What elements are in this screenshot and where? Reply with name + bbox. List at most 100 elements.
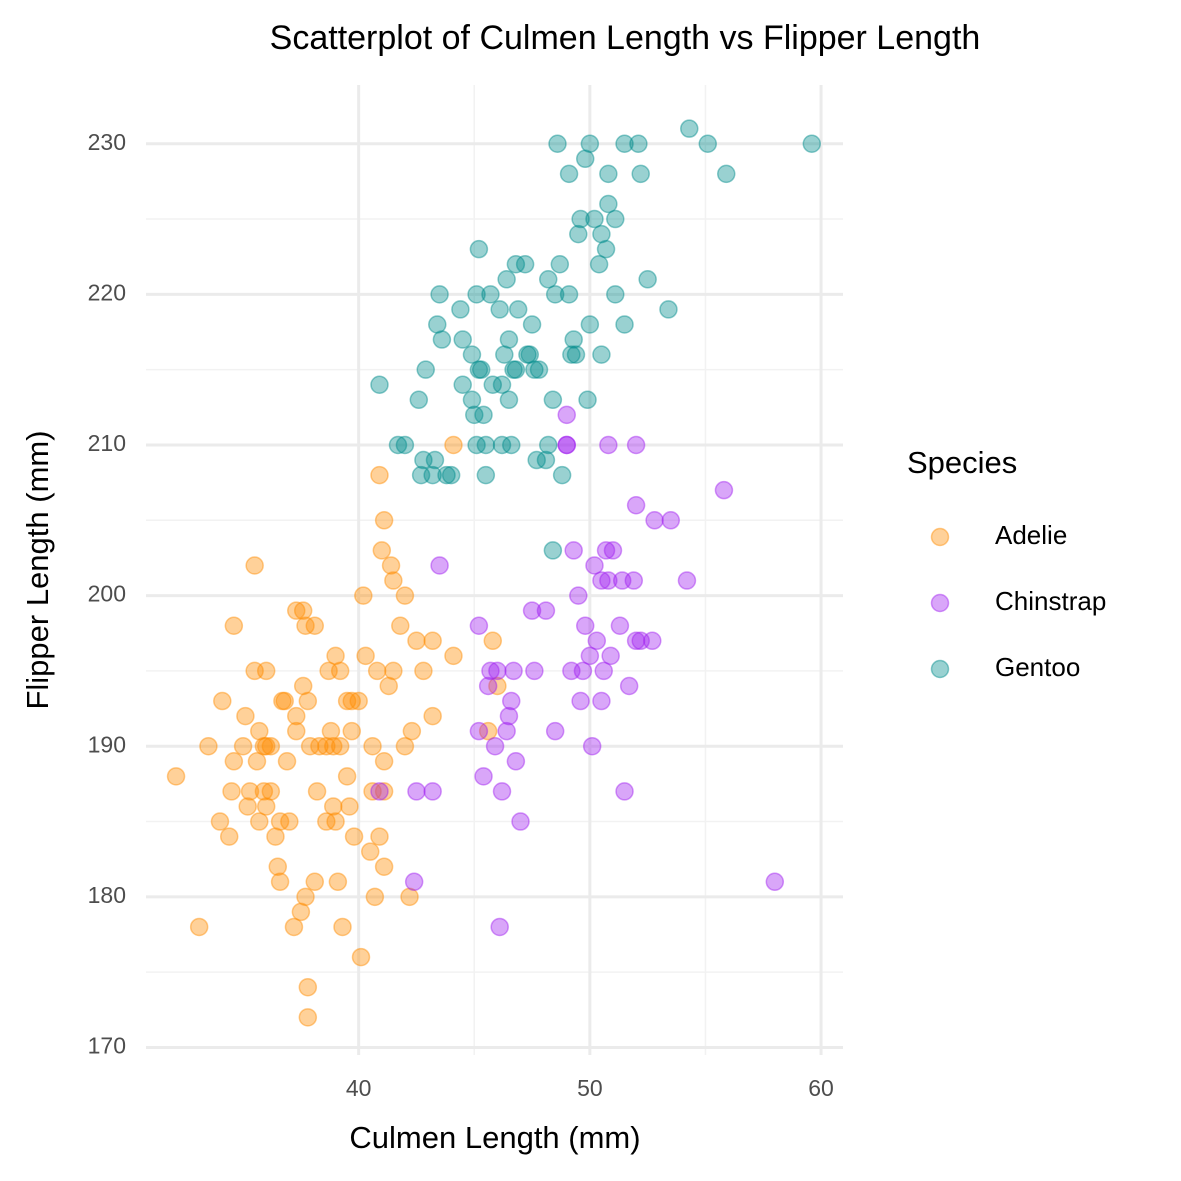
point [569,224,588,244]
point [569,586,588,605]
point [404,872,424,892]
point [485,736,505,756]
point [298,691,318,711]
point [499,706,519,726]
point [504,661,523,681]
point [324,797,343,816]
point [645,511,664,530]
point [250,812,269,831]
point [483,631,503,651]
point [349,691,368,711]
legend-label: Chinstrap [995,586,1106,616]
point [624,571,644,590]
point [261,736,281,756]
point [659,300,678,319]
point [199,736,218,756]
point [502,691,521,711]
point [317,736,336,756]
point [296,887,315,907]
point [224,752,244,771]
point [395,586,415,605]
point [444,646,463,666]
point [370,465,389,485]
x-axis-label: Culmen Length (mm) [349,1120,640,1155]
point [432,330,452,349]
point [615,315,634,334]
point [585,556,604,575]
point [284,917,304,937]
point [238,797,257,816]
point [400,887,419,907]
point [423,465,442,485]
point [319,661,338,681]
point [305,616,325,635]
point [467,285,486,304]
point [488,661,507,681]
point [395,435,415,455]
point [497,270,516,289]
point [481,661,500,681]
point [612,571,632,590]
x-tick-label: 50 [577,1075,603,1101]
point [247,752,267,771]
point [430,556,449,575]
y-tick-label: 200 [88,581,126,607]
point [592,691,611,711]
point [261,782,281,801]
point [245,661,264,681]
point [527,450,546,470]
point [363,782,382,801]
point [370,782,389,801]
point [571,691,590,711]
point [478,676,498,696]
point [483,375,503,394]
point [714,480,734,500]
point [298,977,318,997]
point [506,360,526,379]
point [610,616,630,635]
point [522,315,542,334]
point [465,405,484,425]
point [599,435,618,455]
point [287,601,306,620]
point [469,360,489,379]
point [342,721,361,741]
point [575,616,595,635]
point [585,209,604,229]
point [596,541,616,560]
point [444,435,463,455]
point [562,661,581,681]
point [578,390,597,410]
point [360,842,380,861]
point [391,616,410,635]
point [559,164,579,184]
point [254,782,274,801]
point [594,661,613,681]
point [273,691,292,711]
point [552,465,572,485]
legend-marker [930,593,950,613]
point [430,285,449,304]
point [423,782,442,801]
point [481,285,500,304]
point [219,827,239,846]
point [428,315,447,334]
point [326,812,345,831]
point [321,721,341,741]
point [384,571,403,590]
y-tick-label: 220 [88,279,126,305]
point [504,360,523,379]
legend: Species Adelie Chinstrap Gentoo [907,445,1106,682]
point [384,661,403,681]
point [559,285,579,304]
point [333,917,352,937]
point [599,164,618,184]
point [277,752,297,771]
point [631,631,650,651]
point [599,571,618,590]
point [474,767,493,786]
point [402,721,422,741]
point [589,254,609,274]
point [395,736,415,756]
